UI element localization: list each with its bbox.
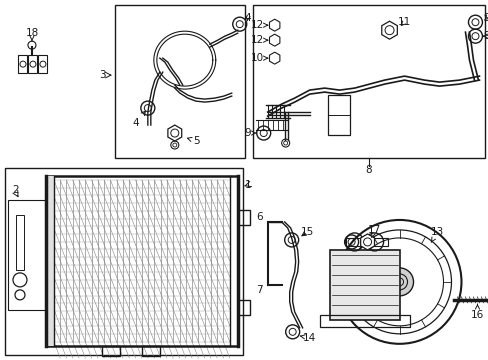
Text: 5: 5: [187, 136, 200, 146]
Bar: [46, 176, 54, 346]
Bar: [327, 95, 349, 135]
Text: 4: 4: [244, 13, 250, 23]
Bar: [142, 346, 160, 356]
Circle shape: [385, 268, 413, 296]
Bar: [46, 176, 237, 346]
Bar: [28, 55, 37, 73]
Bar: [319, 315, 409, 327]
Text: 9: 9: [482, 13, 488, 23]
Bar: [38, 55, 47, 73]
Bar: [252, 5, 485, 158]
Text: 11: 11: [397, 17, 410, 27]
Text: 8: 8: [365, 165, 371, 175]
Text: 10: 10: [251, 53, 267, 63]
Text: 15: 15: [301, 227, 314, 237]
Text: 14: 14: [300, 333, 316, 343]
Bar: [5, 168, 242, 355]
Bar: [18, 55, 27, 73]
Bar: [16, 215, 24, 270]
Text: 16: 16: [470, 304, 483, 320]
Text: 3: 3: [100, 70, 106, 80]
Text: 9: 9: [244, 128, 256, 138]
Bar: [345, 238, 387, 246]
Bar: [102, 346, 120, 356]
Text: 4: 4: [132, 111, 145, 128]
Text: 13: 13: [430, 227, 443, 242]
Text: 12: 12: [250, 35, 267, 45]
Text: 18: 18: [25, 28, 39, 41]
Text: 6: 6: [256, 212, 263, 222]
Text: 9: 9: [482, 31, 488, 41]
Bar: [237, 300, 249, 315]
Text: 17: 17: [367, 225, 381, 238]
Text: 1: 1: [244, 180, 250, 190]
Text: 2: 2: [13, 185, 19, 195]
Text: 12: 12: [250, 20, 267, 30]
Bar: [115, 5, 244, 158]
Text: 7: 7: [256, 285, 263, 295]
Bar: [237, 210, 249, 225]
Bar: [329, 250, 399, 320]
Bar: [8, 200, 48, 310]
